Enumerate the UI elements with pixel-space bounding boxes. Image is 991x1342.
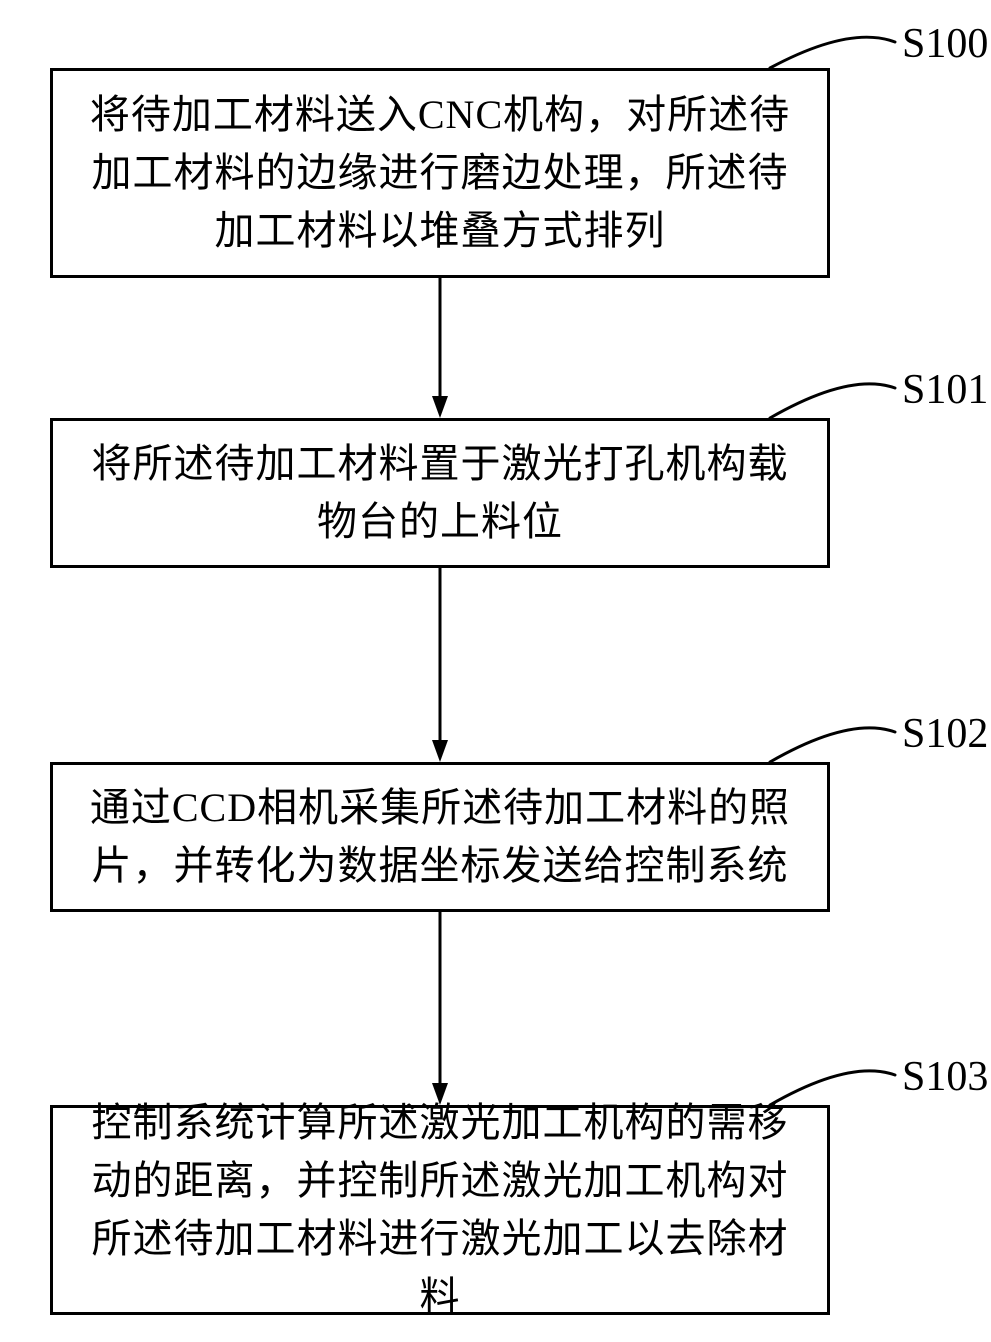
flow-step-s102: 通过CCD相机采集所述待加工材料的照片，并转化为数据坐标发送给控制系统 bbox=[50, 762, 830, 912]
flow-step-s101-label: S101 bbox=[902, 366, 988, 414]
flow-step-s101: 将所述待加工材料置于激光打孔机构载物台的上料位 bbox=[50, 418, 830, 568]
flow-step-s102-text: 通过CCD相机采集所述待加工材料的照片，并转化为数据坐标发送给控制系统 bbox=[75, 779, 805, 895]
flow-step-s101-text: 将所述待加工材料置于激光打孔机构载物台的上料位 bbox=[75, 435, 805, 551]
flow-step-s100-label: S100 bbox=[902, 20, 988, 68]
flow-step-s102-label: S102 bbox=[902, 710, 988, 758]
flow-step-s103-text: 控制系统计算所述激光加工机构的需移动的距离，并控制所述激光加工机构对所述待加工材… bbox=[75, 1094, 805, 1326]
flow-step-s103: 控制系统计算所述激光加工机构的需移动的距离，并控制所述激光加工机构对所述待加工材… bbox=[50, 1105, 830, 1315]
flow-step-s100-text: 将待加工材料送入CNC机构，对所述待加工材料的边缘进行磨边处理，所述待加工材料以… bbox=[75, 86, 805, 260]
flow-step-s100: 将待加工材料送入CNC机构，对所述待加工材料的边缘进行磨边处理，所述待加工材料以… bbox=[50, 68, 830, 278]
flow-step-s103-label: S103 bbox=[902, 1053, 988, 1101]
